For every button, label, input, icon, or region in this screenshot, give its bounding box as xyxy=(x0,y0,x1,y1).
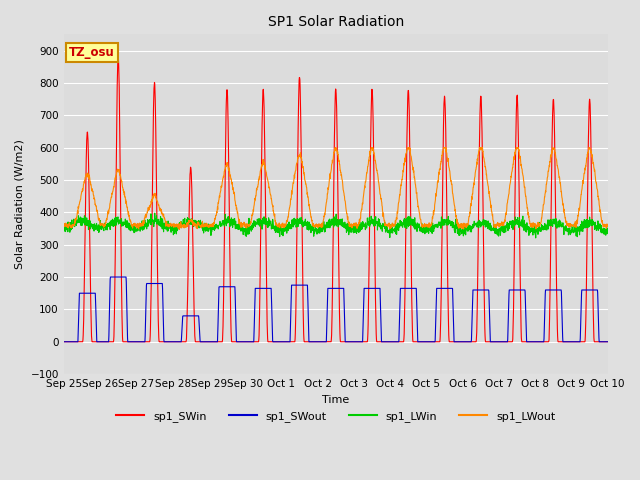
Line: sp1_LWin: sp1_LWin xyxy=(64,213,608,238)
sp1_SWin xyxy=(364,339,371,345)
sp1_SWin xyxy=(604,339,612,345)
sp1_LWout xyxy=(572,219,579,225)
sp1_LWin xyxy=(364,215,371,221)
sp1_LWin xyxy=(212,226,220,231)
sp1_LWout xyxy=(175,227,183,232)
sp1_SWin xyxy=(115,55,122,60)
sp1_SWin xyxy=(60,339,68,345)
Line: sp1_SWin: sp1_SWin xyxy=(64,58,608,342)
sp1_SWout xyxy=(571,339,579,345)
Text: TZ_osu: TZ_osu xyxy=(69,47,115,60)
sp1_SWout xyxy=(604,339,612,345)
sp1_LWout xyxy=(352,223,360,229)
sp1_SWout xyxy=(212,339,220,345)
Line: sp1_LWout: sp1_LWout xyxy=(64,147,608,229)
sp1_SWin xyxy=(494,339,502,345)
sp1_SWin xyxy=(352,339,360,345)
sp1_LWout xyxy=(604,222,612,228)
sp1_LWin xyxy=(494,230,502,236)
sp1_SWin xyxy=(212,339,220,345)
Line: sp1_SWout: sp1_SWout xyxy=(64,277,608,342)
sp1_LWin xyxy=(556,223,564,228)
sp1_SWin xyxy=(556,339,564,345)
sp1_SWout xyxy=(352,339,360,345)
sp1_SWout xyxy=(107,274,115,280)
sp1_LWin xyxy=(572,226,579,232)
X-axis label: Time: Time xyxy=(322,395,349,405)
sp1_LWout xyxy=(494,222,502,228)
sp1_LWout xyxy=(60,222,68,228)
Title: SP1 Solar Radiation: SP1 Solar Radiation xyxy=(268,15,404,29)
sp1_SWout xyxy=(494,339,502,345)
sp1_LWin xyxy=(151,210,159,216)
sp1_LWout xyxy=(364,168,371,173)
sp1_LWin xyxy=(604,229,612,235)
sp1_SWin xyxy=(571,339,579,345)
sp1_LWout xyxy=(367,144,375,150)
sp1_LWin xyxy=(532,235,540,241)
sp1_SWout xyxy=(60,339,68,345)
Y-axis label: Solar Radiation (W/m2): Solar Radiation (W/m2) xyxy=(15,139,25,269)
sp1_LWin xyxy=(352,224,360,229)
sp1_LWout xyxy=(556,180,564,186)
sp1_SWout xyxy=(556,287,564,293)
sp1_LWin xyxy=(60,228,68,234)
Legend: sp1_SWin, sp1_SWout, sp1_LWin, sp1_LWout: sp1_SWin, sp1_SWout, sp1_LWin, sp1_LWout xyxy=(112,407,559,426)
sp1_SWout xyxy=(364,286,371,291)
sp1_LWout xyxy=(212,213,220,218)
